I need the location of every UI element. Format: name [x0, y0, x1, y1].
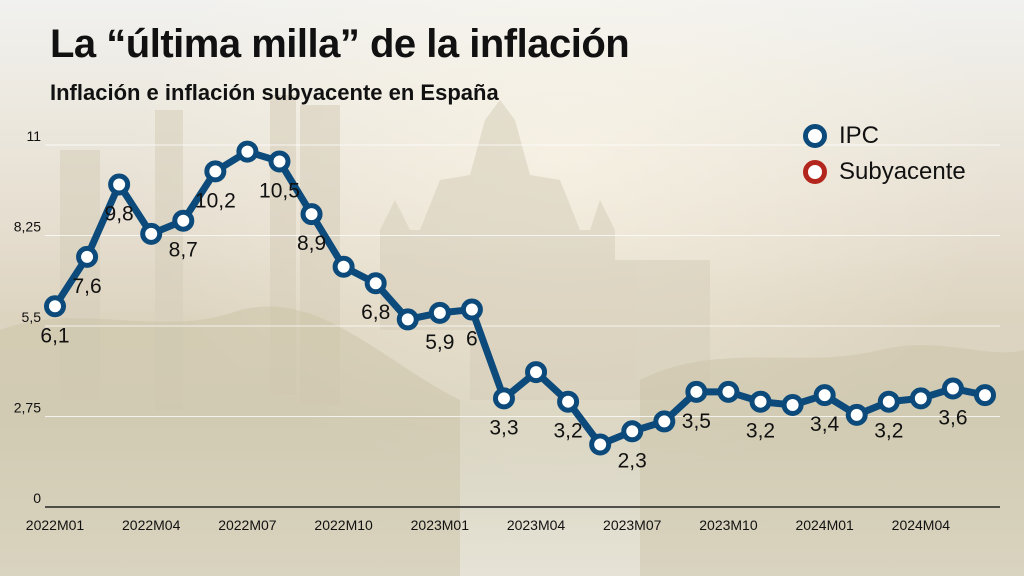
- legend-marker-ipc: [803, 124, 827, 148]
- data-label-ipc: 8,9: [297, 232, 326, 255]
- legend-item-subyacente[interactable]: Subyacente: [803, 154, 966, 190]
- data-point-ipc: [781, 393, 804, 416]
- data-point-ipc: [653, 410, 676, 433]
- data-label-ipc: 8,7: [169, 239, 198, 262]
- data-label-ipc: 9,8: [105, 202, 134, 225]
- x-tick-label: 2024M04: [892, 517, 951, 533]
- data-label-ipc: 3,6: [938, 407, 967, 430]
- data-point-ipc: [140, 222, 163, 245]
- data-point-ipc: [717, 380, 740, 403]
- x-tick-label: 2023M04: [507, 517, 566, 533]
- data-point-ipc: [332, 255, 355, 278]
- legend: IPC Subyacente: [803, 118, 966, 190]
- data-label-ipc: 3,3: [489, 416, 518, 439]
- data-point-ipc: [813, 384, 836, 407]
- y-tick-label: 8,25: [14, 219, 41, 235]
- data-label-ipc: 3,2: [746, 420, 775, 443]
- data-point-ipc: [492, 387, 515, 410]
- data-label-ipc: 6,8: [361, 301, 390, 324]
- data-point-ipc: [44, 295, 66, 318]
- data-point-ipc: [845, 403, 868, 426]
- legend-label-ipc: IPC: [839, 122, 880, 149]
- data-point-ipc: [685, 380, 708, 403]
- data-label-ipc: 3,4: [810, 413, 840, 436]
- data-label-ipc: 3,5: [682, 410, 711, 433]
- legend-marker-subyacente: [803, 160, 827, 184]
- data-point-ipc: [941, 377, 964, 400]
- data-label-ipc: 6: [466, 328, 478, 351]
- data-label-ipc: 10,5: [259, 179, 300, 202]
- data-point-ipc: [364, 272, 387, 295]
- data-label-ipc: 3,2: [554, 420, 583, 443]
- data-point-ipc: [236, 140, 259, 163]
- legend-label-subyacente: Subyacente: [839, 158, 966, 185]
- y-tick-label: 5,5: [22, 309, 42, 325]
- data-label-ipc: 2,3: [618, 449, 647, 472]
- data-label-ipc: 7,6: [72, 275, 101, 298]
- chart-subtitle: Inflación e inflación subyacente en Espa…: [50, 80, 499, 105]
- chart-title: La “última milla” de la inflación: [50, 22, 630, 66]
- data-point-ipc: [76, 245, 99, 268]
- data-point-ipc: [268, 150, 291, 173]
- legend-item-ipc[interactable]: IPC: [803, 118, 966, 154]
- data-label-ipc: 6,1: [40, 324, 69, 347]
- data-label-ipc: 5,9: [425, 331, 454, 354]
- data-point-ipc: [108, 173, 131, 196]
- data-point-ipc: [396, 308, 419, 331]
- data-label-ipc: 3,2: [874, 420, 903, 443]
- x-tick-label: 2024M01: [795, 517, 854, 533]
- x-tick-label: 2022M01: [26, 517, 85, 533]
- x-tick-label: 2023M01: [411, 517, 470, 533]
- data-point-ipc: [428, 301, 451, 324]
- x-tick-label: 2023M10: [699, 517, 758, 533]
- data-point-ipc: [172, 209, 195, 232]
- data-point-ipc: [525, 361, 548, 384]
- y-tick-label: 2,75: [14, 400, 41, 416]
- x-tick-label: 2022M10: [314, 517, 373, 533]
- data-point-ipc: [909, 387, 932, 410]
- data-point-ipc: [974, 384, 996, 407]
- y-tick-label: 11: [26, 128, 41, 144]
- x-tick-label: 2022M04: [122, 517, 181, 533]
- x-tick-label: 2022M07: [218, 517, 277, 533]
- data-point-ipc: [589, 433, 612, 456]
- data-point-ipc: [877, 390, 900, 413]
- data-point-ipc: [749, 390, 772, 413]
- x-tick-label: 2023M07: [603, 517, 662, 533]
- y-tick-label: 0: [33, 490, 41, 506]
- data-point-ipc: [204, 160, 227, 183]
- data-point-ipc: [621, 420, 644, 443]
- data-point-ipc: [460, 298, 483, 321]
- data-label-ipc: 10,2: [195, 189, 236, 212]
- data-point-ipc: [300, 203, 323, 226]
- data-point-ipc: [557, 390, 580, 413]
